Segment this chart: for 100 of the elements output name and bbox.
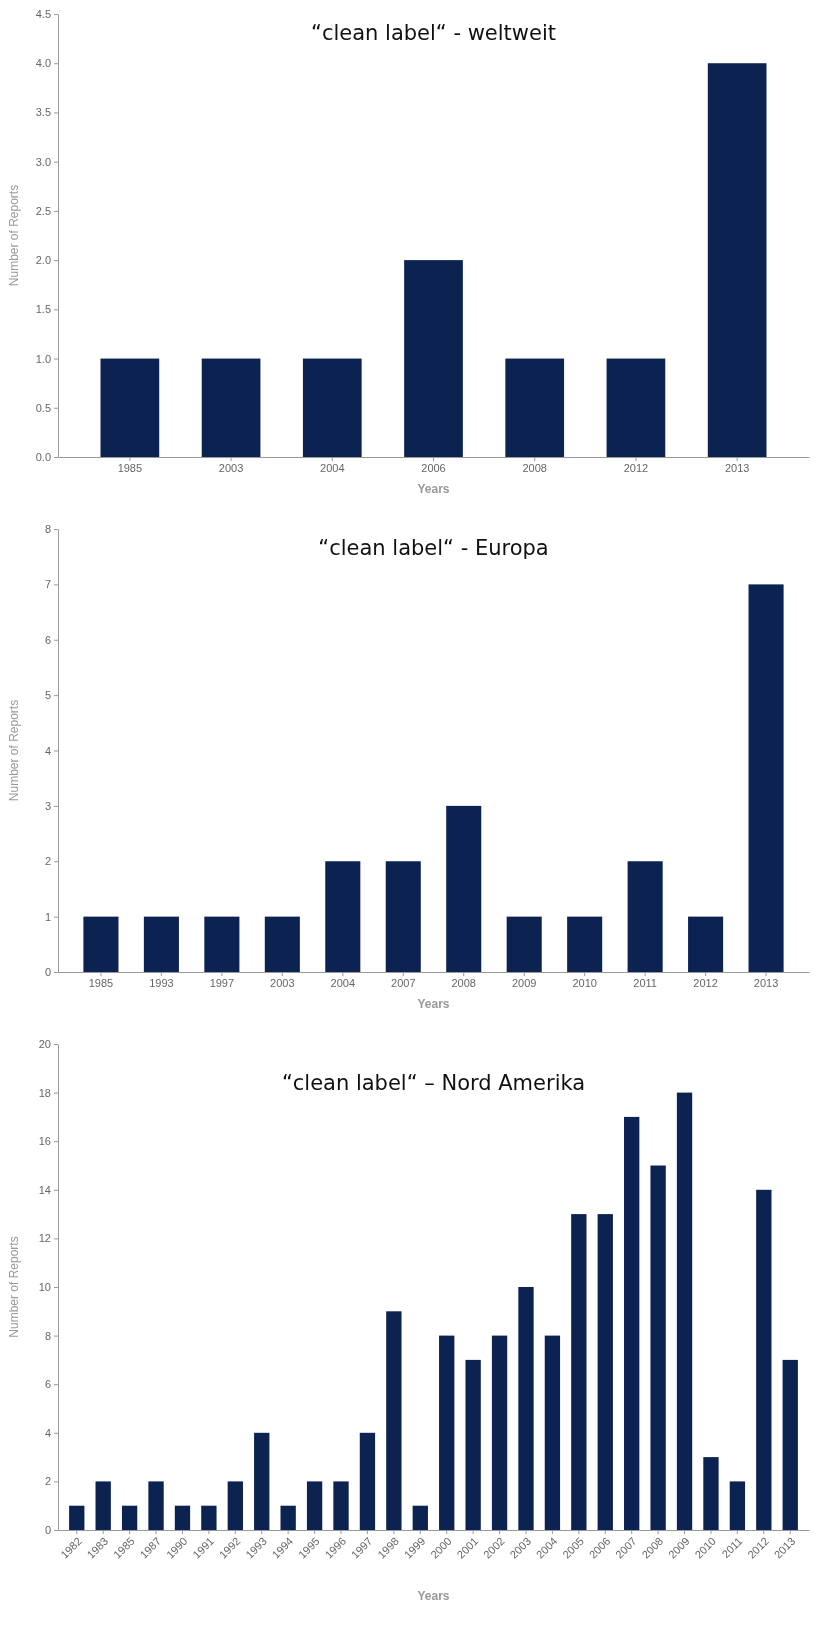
- y-tick-label: 10: [38, 1281, 51, 1294]
- bar: [385, 861, 421, 972]
- bar: [439, 1335, 455, 1530]
- bar: [359, 1432, 376, 1530]
- x-tick-label: 1985: [88, 976, 114, 989]
- bar: [306, 1481, 323, 1530]
- x-tick-label: 2003: [270, 976, 295, 989]
- bar: [227, 1481, 243, 1530]
- bar: [201, 1505, 217, 1530]
- bar: [707, 63, 767, 457]
- text: “clean label“ – Nord Amerika: [281, 1071, 586, 1095]
- y-tick-label: 1.5: [35, 303, 51, 316]
- bar: [174, 1505, 191, 1530]
- y-tick-label: 2.0: [35, 254, 51, 267]
- bar: [703, 1457, 719, 1530]
- y-tick-label: 14: [38, 1183, 51, 1196]
- y-tick-label: 4.5: [35, 8, 51, 21]
- y-tick-label: 5: [44, 689, 51, 702]
- bar: [756, 1189, 772, 1530]
- bar: [627, 861, 663, 972]
- bar: [491, 1335, 508, 1530]
- y-tick-label: 0: [44, 966, 51, 979]
- bar: [69, 1505, 85, 1530]
- bar: [254, 1432, 270, 1530]
- y-tick-label: 4: [44, 744, 51, 757]
- bar: [688, 916, 724, 972]
- x-tick-label: 1993: [149, 976, 174, 989]
- bar: [412, 1505, 428, 1530]
- bar: [404, 260, 463, 457]
- y-tick-label: 4.0: [35, 57, 51, 70]
- bar: [95, 1481, 111, 1530]
- chart-title: “clean label“ - weltweit: [311, 21, 556, 45]
- bar: [302, 358, 362, 457]
- bar: [446, 805, 482, 972]
- bar: [567, 916, 603, 972]
- bar: [748, 584, 784, 972]
- x-axis-title: Years: [417, 482, 450, 496]
- bar: [650, 1165, 666, 1530]
- bar: [624, 1116, 640, 1530]
- y-axis-title: Number of Reports: [7, 1236, 21, 1338]
- bar: [597, 1214, 613, 1530]
- bar: [325, 861, 361, 972]
- chart-title: “clean label“ - Europa: [318, 536, 549, 560]
- bar: [204, 916, 240, 972]
- bar: [121, 1505, 138, 1530]
- y-tick-label: 18: [38, 1086, 51, 1099]
- x-tick-label: 2006: [421, 461, 446, 474]
- y-tick-label: 2: [44, 855, 51, 868]
- x-tick-label: 2008: [522, 461, 547, 474]
- y-tick-label: 16: [38, 1135, 51, 1148]
- x-tick-label: 2007: [391, 976, 416, 989]
- y-tick-label: 2.5: [35, 204, 51, 217]
- x-tick-label: 1997: [209, 976, 235, 989]
- y-tick-label: 1: [44, 910, 51, 923]
- x-tick-label: 2004: [330, 976, 356, 989]
- x-tick-label: 1985: [117, 461, 143, 474]
- y-tick-label: 20: [38, 1038, 51, 1051]
- x-tick-label: 2012: [693, 976, 718, 989]
- x-tick-label: 2013: [724, 461, 750, 474]
- y-tick-label: 8: [44, 1329, 51, 1342]
- x-tick-label: 2010: [572, 976, 597, 989]
- x-tick-label: 2008: [451, 976, 476, 989]
- bar: [83, 916, 119, 972]
- x-axis-title: Years: [417, 997, 450, 1011]
- x-tick-label: 2003: [218, 461, 244, 474]
- bar: [100, 358, 160, 457]
- x-tick-label: 2013: [753, 976, 779, 989]
- x-tick-label: 2011: [633, 976, 657, 989]
- y-tick-label: 2: [44, 1475, 51, 1488]
- bar: [506, 916, 542, 972]
- bar: [280, 1505, 296, 1530]
- x-tick-label: 2004: [320, 461, 345, 474]
- y-tick-label: 8: [44, 523, 51, 536]
- y-tick-label: 4: [44, 1426, 51, 1439]
- bar: [465, 1359, 481, 1530]
- y-axis-title: Number of Reports: [7, 184, 21, 287]
- bar: [201, 358, 261, 457]
- bar: [264, 916, 300, 972]
- y-tick-label: 7: [44, 578, 51, 591]
- bar: [729, 1481, 746, 1530]
- bar: [333, 1481, 349, 1530]
- y-tick-label: 0.0: [35, 451, 51, 464]
- bar: [606, 358, 666, 457]
- bar: [518, 1287, 534, 1530]
- y-tick-label: 0: [44, 1524, 51, 1537]
- bar: [505, 358, 565, 457]
- y-tick-label: 1.0: [35, 352, 51, 365]
- y-tick-label: 6: [44, 633, 51, 646]
- y-tick-label: 12: [38, 1232, 51, 1245]
- y-tick-label: 0.5: [35, 401, 51, 414]
- y-tick-label: 6: [44, 1378, 51, 1391]
- x-tick-label: 2009: [511, 976, 537, 989]
- bar: [143, 916, 179, 972]
- x-axis-title: Years: [417, 1589, 450, 1603]
- bar: [386, 1311, 402, 1530]
- bar: [782, 1359, 798, 1530]
- bar: [571, 1214, 587, 1530]
- x-tick-label: 2012: [623, 461, 649, 474]
- y-tick-label: 3.0: [35, 155, 51, 168]
- y-axis-title: Number of Reports: [7, 699, 21, 802]
